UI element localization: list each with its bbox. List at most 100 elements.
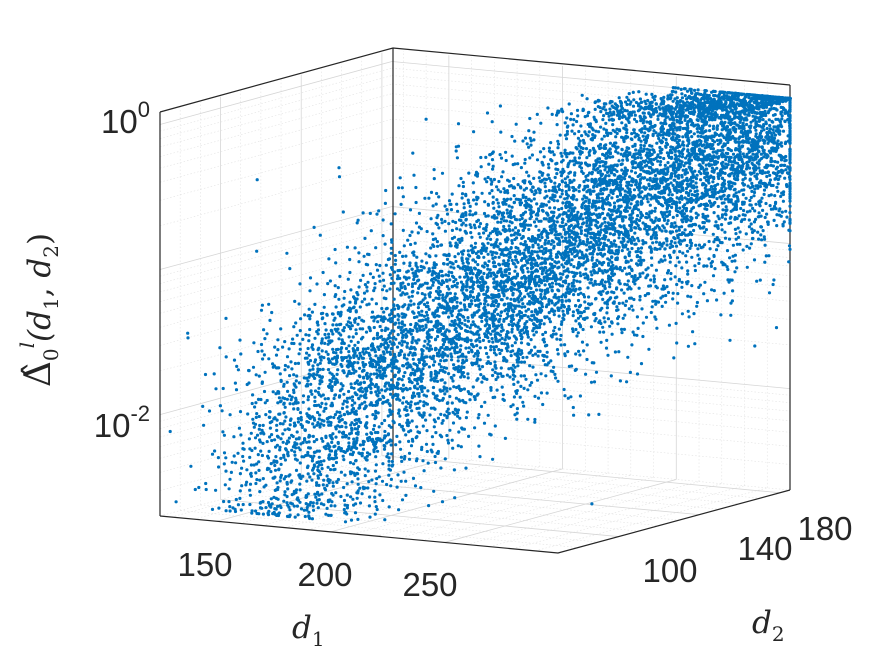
- scatter-point: [637, 90, 641, 94]
- scatter-point: [650, 92, 654, 96]
- scatter-point: [415, 341, 419, 345]
- scatter-point: [402, 356, 406, 360]
- scatter-point: [749, 120, 753, 124]
- scatter-point: [639, 130, 644, 134]
- scatter-point: [638, 298, 642, 302]
- scatter-point: [329, 468, 333, 472]
- scatter-point: [375, 336, 380, 340]
- scatter-point: [466, 261, 470, 265]
- scatter-point: [267, 302, 271, 306]
- scatter-point: [710, 260, 715, 264]
- scatter-point: [639, 156, 643, 160]
- scatter-point: [713, 140, 717, 144]
- scatter-point: [574, 239, 578, 243]
- scatter-point: [498, 351, 502, 356]
- scatter-point: [489, 237, 493, 241]
- scatter-point: [432, 425, 436, 429]
- scatter-point: [788, 108, 792, 112]
- scatter-point: [556, 242, 560, 246]
- scatter-point: [722, 291, 726, 295]
- scatter-point: [731, 163, 735, 167]
- scatter-point: [535, 202, 539, 206]
- axes-box: [159, 47, 791, 554]
- scatter-point: [577, 185, 581, 189]
- scatter-point: [392, 297, 396, 301]
- scatter-point: [698, 283, 703, 287]
- scatter-point: [584, 178, 588, 182]
- scatter-point: [750, 97, 754, 101]
- scatter-point: [720, 128, 724, 132]
- scatter-point: [474, 339, 478, 343]
- scatter-point: [388, 273, 392, 277]
- scatter-point: [310, 343, 315, 347]
- scatter-point: [305, 505, 309, 510]
- scatter-point: [628, 190, 633, 194]
- scatter-point: [556, 142, 561, 146]
- scatter-point: [747, 225, 752, 229]
- scatter-point: [605, 302, 610, 306]
- scatter-point: [527, 227, 531, 232]
- scatter-point: [623, 109, 627, 113]
- scatter-point: [602, 127, 606, 131]
- scatter-point: [186, 336, 190, 340]
- scatter-point: [370, 297, 374, 301]
- scatter-point: [408, 351, 412, 355]
- scatter-point: [396, 318, 400, 322]
- scatter-point: [468, 304, 472, 309]
- scatter-point: [576, 316, 581, 320]
- scatter-point: [784, 168, 788, 172]
- scatter-point: [472, 130, 476, 134]
- scatter-point: [189, 464, 193, 468]
- scatter-point: [386, 452, 390, 456]
- grid-line: [159, 238, 393, 303]
- scatter-point: [725, 208, 729, 212]
- scatter-point: [496, 188, 500, 192]
- scatter-point: [411, 282, 415, 286]
- scatter-point: [511, 291, 515, 295]
- scatter-point: [361, 485, 365, 489]
- scatter-point: [239, 508, 243, 512]
- scatter-point: [585, 190, 589, 194]
- scatter-point: [586, 277, 590, 281]
- scatter-point: [590, 502, 594, 506]
- scatter-point: [361, 447, 366, 451]
- scatter-point: [538, 191, 542, 195]
- scatter-point: [491, 250, 495, 254]
- scatter-point: [680, 160, 684, 164]
- scatter-point: [584, 372, 588, 376]
- scatter-point: [590, 258, 594, 262]
- scatter-point: [636, 247, 641, 251]
- scatter-point: [255, 462, 259, 466]
- scatter-point: [565, 155, 569, 159]
- scatter-point: [355, 496, 359, 500]
- scatter-point: [752, 220, 757, 224]
- scatter-point: [356, 322, 360, 326]
- scatter-point: [592, 380, 597, 384]
- scatter-point: [471, 181, 475, 185]
- scatter-point: [618, 267, 622, 271]
- scatter-point: [509, 197, 513, 201]
- scatter-point: [454, 149, 458, 153]
- scatter-point: [602, 330, 606, 334]
- grid-line: [194, 455, 427, 520]
- scatter-point: [488, 191, 492, 195]
- scatter-point: [745, 265, 749, 269]
- scatter-point: [694, 216, 699, 220]
- scatter-point: [381, 498, 385, 503]
- grid-line: [159, 137, 393, 201]
- scatter-point: [456, 252, 460, 256]
- scatter-point: [749, 222, 753, 226]
- scatter-point: [696, 155, 700, 159]
- scatter-point: [711, 274, 716, 278]
- scatter-point: [573, 206, 577, 210]
- scatter-point: [335, 410, 339, 414]
- scatter-point: [441, 355, 445, 359]
- scatter-point: [589, 325, 594, 329]
- scatter-point: [682, 238, 687, 242]
- scatter-point: [386, 433, 390, 437]
- scatter-point: [242, 459, 246, 463]
- scatter-point: [168, 429, 172, 434]
- scatter-point: [401, 291, 405, 295]
- scatter-point: [763, 237, 767, 241]
- scatter-point: [544, 189, 548, 193]
